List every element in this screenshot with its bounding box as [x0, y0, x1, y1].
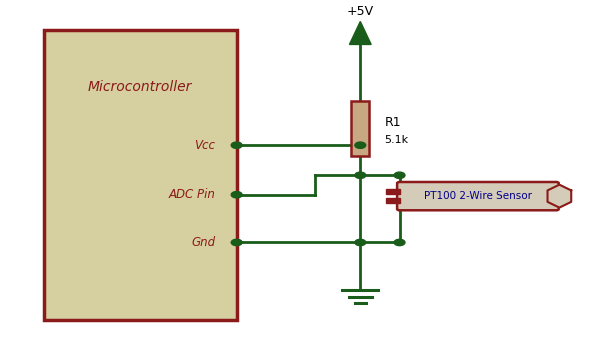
- Text: Microcontroller: Microcontroller: [88, 80, 192, 94]
- Text: ADC Pin: ADC Pin: [168, 188, 216, 201]
- Text: 5.1k: 5.1k: [384, 135, 408, 145]
- Bar: [386, 198, 399, 203]
- Text: PT100 2-Wire Sensor: PT100 2-Wire Sensor: [424, 191, 532, 201]
- Text: R1: R1: [384, 116, 401, 129]
- Text: Vcc: Vcc: [195, 139, 216, 152]
- Text: Gnd: Gnd: [191, 236, 216, 249]
- Bar: [386, 189, 399, 194]
- Polygon shape: [350, 21, 371, 45]
- Circle shape: [394, 239, 405, 246]
- Circle shape: [231, 142, 242, 149]
- Circle shape: [355, 172, 366, 178]
- Polygon shape: [548, 185, 571, 208]
- Text: +5V: +5V: [347, 5, 374, 18]
- Circle shape: [355, 142, 366, 149]
- Circle shape: [231, 239, 242, 246]
- Bar: [351, 101, 369, 156]
- Bar: [44, 30, 237, 320]
- Circle shape: [355, 239, 366, 246]
- Circle shape: [231, 192, 242, 198]
- Circle shape: [394, 172, 405, 178]
- FancyBboxPatch shape: [397, 182, 559, 210]
